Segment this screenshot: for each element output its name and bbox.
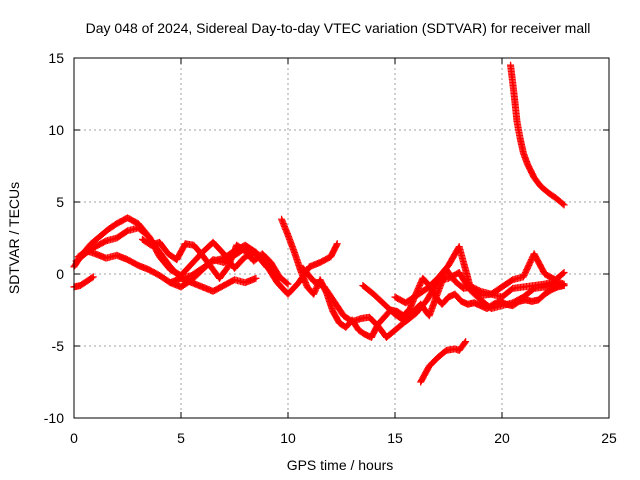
y-tick-label: 15 — [48, 50, 64, 66]
data-point — [560, 282, 568, 290]
plot-border — [73, 57, 610, 419]
grid-lines — [74, 58, 609, 418]
data-point — [284, 280, 292, 288]
data-point — [333, 240, 341, 248]
x-tick-label: 20 — [494, 430, 510, 446]
data-point — [461, 339, 469, 347]
x-tick-label: 0 — [70, 430, 78, 446]
data-point — [262, 262, 270, 270]
data-point — [252, 274, 260, 282]
axis-ticks: 0 5 10 15 20 25 -10 -5 0 5 10 15 — [44, 50, 617, 446]
x-tick-label: 25 — [601, 430, 617, 446]
data-markers — [70, 61, 568, 386]
x-tick-label: 15 — [387, 430, 403, 446]
y-tick-label: 10 — [48, 122, 64, 138]
data-point — [559, 200, 567, 208]
data-point — [89, 273, 97, 281]
x-axis-label: GPS time / hours — [287, 457, 394, 473]
series-arc4 — [70, 273, 97, 291]
y-tick-label: -5 — [52, 338, 65, 354]
x-tick-label: 10 — [280, 430, 296, 446]
data-point — [462, 338, 470, 346]
y-axis-label: SDTVAR / TECUs — [6, 182, 22, 294]
y-tick-label: 5 — [56, 194, 64, 210]
series-arc11 — [417, 338, 470, 386]
series-arc9 — [359, 269, 568, 326]
data-point — [560, 269, 568, 277]
y-tick-label: 0 — [56, 266, 64, 282]
series-arc12 — [507, 61, 568, 209]
data-point — [559, 270, 567, 278]
series-arc10 — [391, 243, 568, 307]
chart-title: Day 048 of 2024, Sidereal Day-to-day VTE… — [86, 20, 591, 36]
data-point — [88, 274, 96, 282]
y-tick-label: -10 — [44, 410, 64, 426]
series-arc5 — [138, 235, 292, 288]
data-point — [263, 263, 271, 271]
data-point — [560, 201, 568, 209]
data-point — [283, 279, 291, 287]
x-tick-label: 5 — [177, 430, 185, 446]
series-arc6 — [166, 274, 260, 295]
